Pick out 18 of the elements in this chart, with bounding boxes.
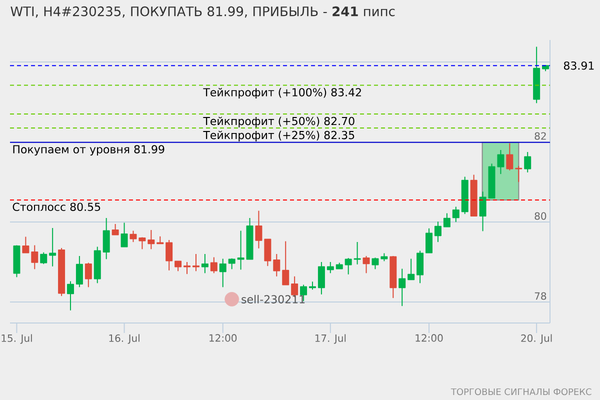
ref-line-label: Покупаем от уровня 81.99 bbox=[13, 145, 164, 156]
x-tick-label: 16. Jul bbox=[109, 334, 140, 344]
y-tick-label: 82 bbox=[534, 132, 546, 140]
x-tick-label: 12:00 bbox=[210, 334, 237, 342]
x-tick-label: 15. Jul bbox=[2, 334, 32, 344]
ref-line-label: Тейкпрофит (+50%) 82.70 bbox=[203, 116, 354, 128]
y-tick-label: 80 bbox=[534, 212, 546, 220]
chart-title: WTI, H4#230235, ПОКУПАТЬ 81.99, ПРИБЫЛЬ - 241 пипс bbox=[10, 6, 395, 18]
series-label: sell-230211 bbox=[242, 294, 305, 304]
ref-line-label: 83.91 bbox=[564, 61, 594, 70]
x-tick-label: 17. Jul bbox=[315, 334, 346, 344]
y-tick-label: 78 bbox=[534, 292, 546, 300]
text: ТОРГОВЫЕ СИГНАЛЫ ФОРЕКС bbox=[450, 388, 592, 396]
ref-line-label: Тейкпрофит (+100%) 83.42 bbox=[203, 88, 361, 99]
x-tick-label: 20. Jul bbox=[521, 334, 552, 344]
ref-line-label: Стоплосс 80.55 bbox=[12, 202, 100, 212]
ref-line-label: Тейкпрофит (+25%) 82.35 bbox=[203, 130, 354, 142]
x-tick-label: 12:00 bbox=[416, 334, 443, 342]
